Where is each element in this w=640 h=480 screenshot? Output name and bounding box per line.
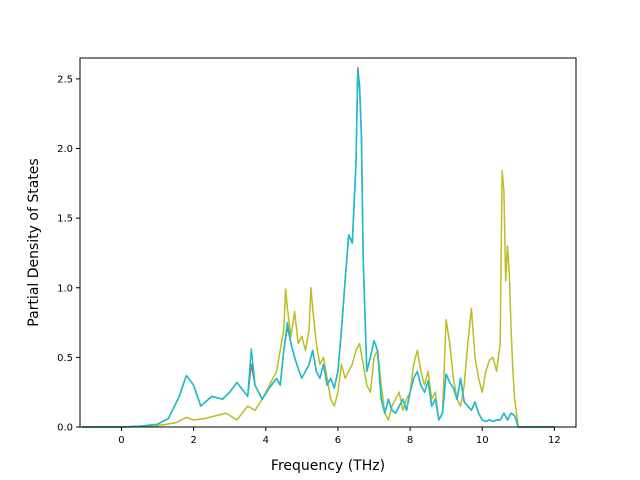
y-axis-ticks: 0.0 0.5 1.0 1.5 2.0 2.5 — [57, 74, 80, 434]
x-tick-label: 4 — [263, 435, 269, 446]
x-axis-label: Frequency (THz) — [271, 458, 385, 474]
series-line-3 — [81, 69, 555, 428]
x-tick-label: 12 — [548, 435, 561, 446]
x-tick-label: 10 — [476, 435, 489, 446]
y-tick-label: 1.0 — [57, 283, 73, 294]
x-tick-label: 8 — [407, 435, 413, 446]
y-tick-label: 1.5 — [57, 214, 73, 225]
plot-frame — [79, 57, 577, 428]
y-tick-label: 2.0 — [57, 144, 73, 155]
x-tick-label: 6 — [335, 435, 341, 446]
y-axis-label: Partial Density of States — [26, 158, 42, 326]
x-axis-ticks: 0 2 4 6 8 10 12 — [118, 427, 561, 446]
x-tick-label: 0 — [118, 435, 124, 446]
y-tick-label: 0.0 — [57, 423, 73, 434]
x-tick-label: 2 — [190, 435, 196, 446]
series-line-2 — [81, 170, 555, 428]
series-line-1 — [81, 66, 555, 428]
y-tick-label: 0.5 — [57, 353, 73, 364]
series-layer — [81, 66, 555, 428]
y-tick-label: 2.5 — [57, 74, 73, 85]
